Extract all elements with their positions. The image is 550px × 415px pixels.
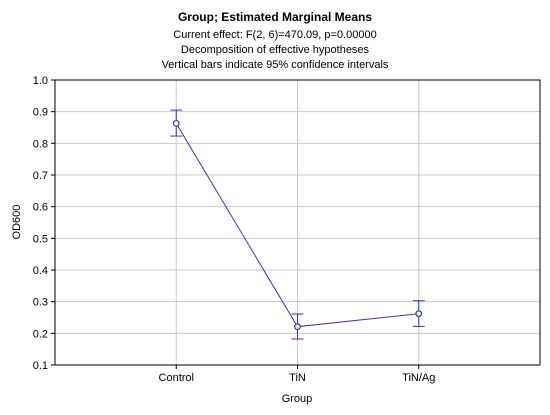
y-tick-label: 0.2 — [33, 328, 48, 340]
x-axis-ticks: Control TiN TiN/Ag — [159, 365, 435, 384]
y-tick-label: 0.1 — [33, 360, 48, 372]
y-tick-label: 1.0 — [33, 75, 48, 87]
x-tick-label: TiN/Ag — [402, 372, 435, 384]
x-tick-label: TiN — [289, 372, 306, 384]
x-tick-label: Control — [159, 372, 194, 384]
y-tick-label: 0.4 — [33, 265, 48, 277]
data-point — [172, 119, 180, 127]
y-axis-ticks: 0.1 0.2 0.3 0.4 0.5 0.6 0.7 0.8 0.9 1.0 — [33, 75, 55, 372]
y-tick-label: 0.6 — [33, 202, 48, 214]
chart-subtitle-1: Current effect: F(2, 6)=470.09, p=0.0000… — [173, 29, 376, 41]
y-tick-label: 0.3 — [33, 297, 48, 309]
chart-title: Group; Estimated Marginal Means — [178, 10, 372, 24]
y-tick-label: 0.7 — [33, 170, 48, 182]
y-tick-label: 0.8 — [33, 138, 48, 150]
chart-subtitle-2: Decomposition of effective hypotheses — [181, 44, 370, 56]
series-group — [170, 109, 425, 340]
data-point — [294, 323, 301, 331]
y-tick-label: 0.9 — [33, 107, 48, 119]
data-point — [415, 310, 423, 318]
chart-subtitle-3: Vertical bars indicate 95% confidence in… — [162, 59, 389, 71]
y-axis-label: OD600 — [11, 205, 23, 240]
y-tick-label: 0.5 — [33, 233, 48, 245]
x-axis-label: Group — [282, 393, 313, 405]
